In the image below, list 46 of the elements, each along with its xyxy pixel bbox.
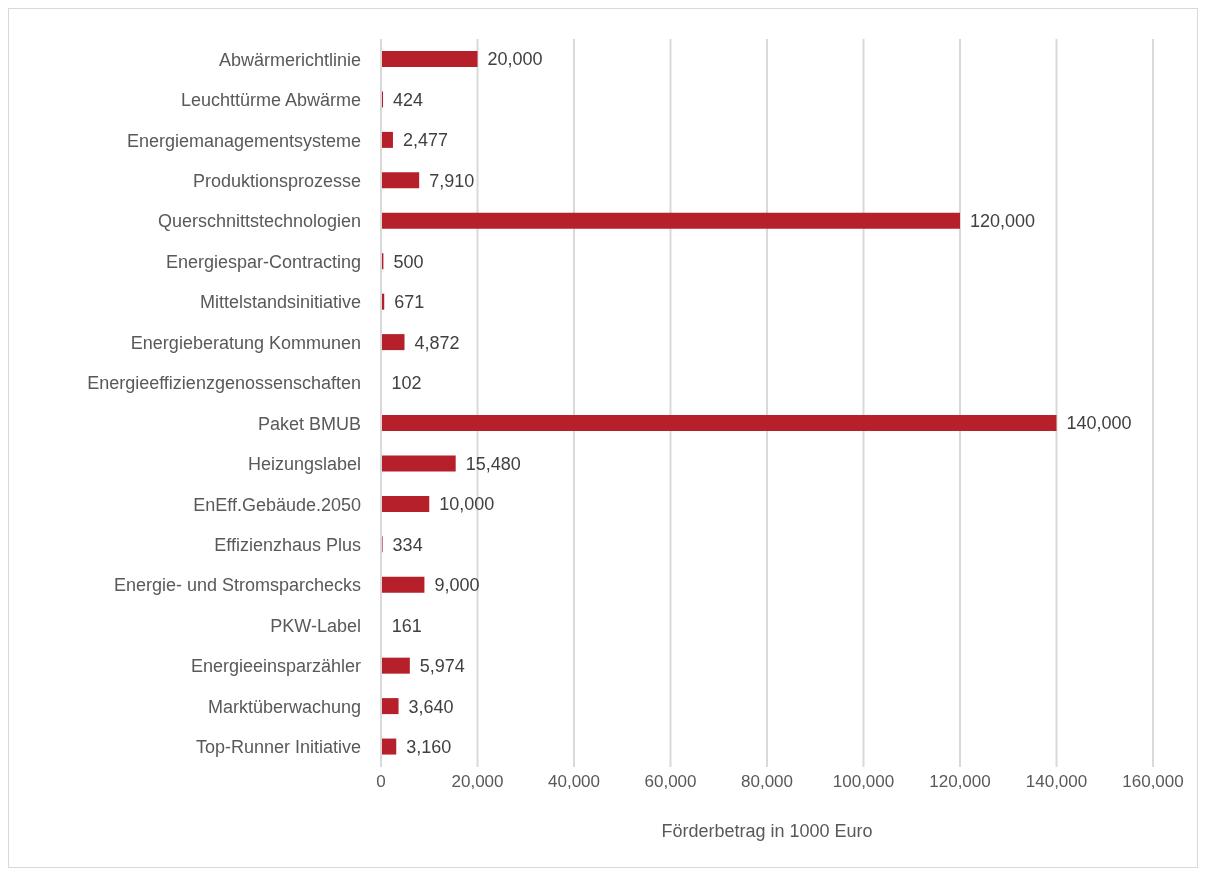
x-tick-label: 100,000	[832, 772, 895, 792]
y-tick-label: EnEff.Gebäude.2050	[193, 494, 361, 515]
y-tick-label: Leuchttürme Abwärme	[180, 90, 361, 111]
data-label: 102	[391, 372, 422, 393]
data-label: 5,974	[419, 656, 465, 677]
x-axis-title: Förderbetrag in 1000 Euro	[661, 821, 873, 841]
y-tick-label: Marktüberwachung	[207, 696, 361, 717]
data-label: 4,872	[414, 332, 460, 353]
y-tick-label: Effizienzhaus Plus	[214, 534, 361, 555]
x-tick-label: 120,000	[929, 772, 991, 792]
data-label: 3,640	[408, 696, 454, 717]
y-tick-label: Top-Runner Initiative	[195, 737, 361, 758]
x-tick-label: 80,000	[741, 772, 793, 792]
y-tick-label: Energiespar-Contracting	[165, 251, 361, 272]
y-tick-label: Mittelstandsinitiative	[199, 292, 361, 313]
data-label: 671	[394, 292, 425, 313]
x-tick-label: 20,000	[451, 772, 504, 792]
y-tick-label: Energieeffizienzgenossenschaften	[87, 373, 361, 394]
data-label: 120,000	[970, 211, 1036, 232]
data-label: 334	[392, 534, 423, 555]
data-label: 140,000	[1066, 413, 1132, 434]
y-tick-label: Abwärmerichtlinie	[218, 49, 361, 70]
y-tick-label: Energieberatung Kommunen	[130, 332, 361, 353]
data-label: 20,000	[487, 49, 543, 70]
y-tick-label: Produktionsprozesse	[192, 170, 361, 191]
data-label: 500	[393, 251, 424, 272]
y-tick-label: Heizungslabel	[247, 454, 361, 475]
y-tick-label: Energie- und Stromsparchecks	[113, 575, 361, 596]
x-tick-label: 40,000	[548, 772, 600, 792]
data-label: 15,480	[465, 453, 521, 474]
x-tick-label: 140,000	[1025, 772, 1088, 792]
data-label: 7,910	[429, 170, 475, 191]
y-tick-label: Energiemanagementsysteme	[126, 130, 361, 151]
y-tick-label: PKW-Label	[270, 615, 361, 636]
x-tick-label: 0	[376, 772, 386, 792]
y-tick-label: Querschnittstechnologien	[157, 211, 361, 232]
data-label: 161	[391, 615, 422, 636]
data-label: 2,477	[402, 130, 448, 151]
data-label: 10,000	[439, 494, 495, 515]
y-tick-label: Paket BMUB	[257, 413, 361, 434]
y-tick-label: Energieeinsparzähler	[190, 656, 361, 677]
data-label: 424	[393, 89, 424, 110]
x-tick-label: 160,000	[1122, 772, 1184, 792]
x-tick-label: 60,000	[644, 772, 697, 792]
data-label: 9,000	[434, 575, 480, 596]
data-label: 3,160	[406, 736, 452, 757]
